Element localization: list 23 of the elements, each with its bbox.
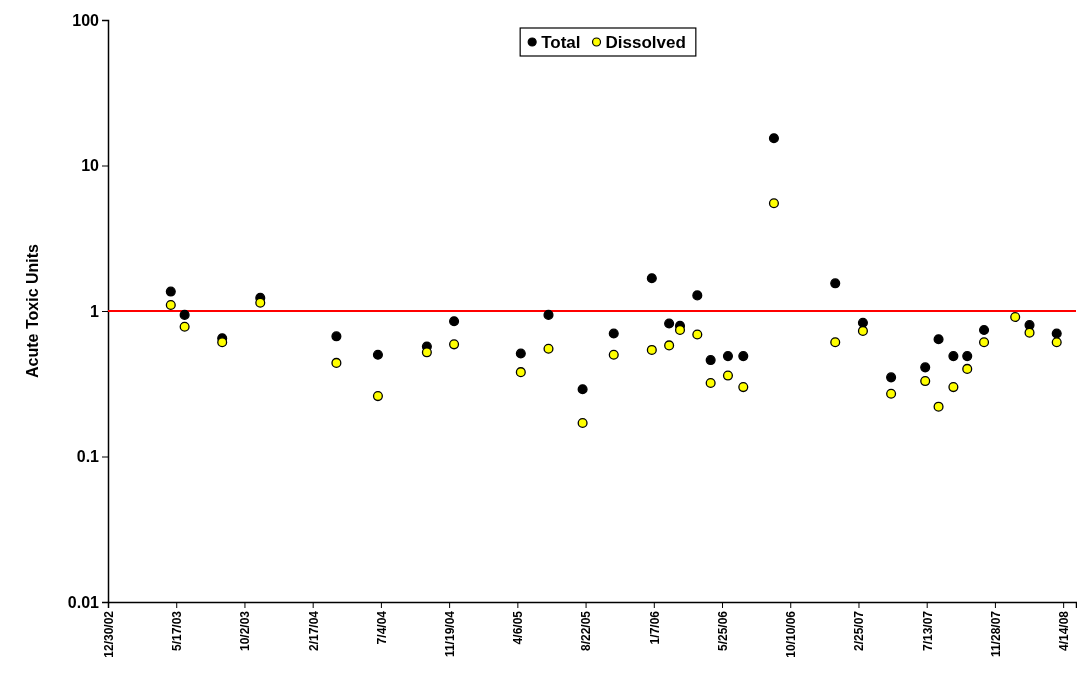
x-tick-label: 11/19/04: [442, 610, 457, 658]
legend-label: Dissolved: [605, 33, 686, 52]
x-tick-label: 10/2/03: [238, 610, 253, 652]
x-tick-label: 5/25/06: [715, 610, 730, 652]
x-tick-label: 2/25/07: [852, 610, 867, 652]
x-tick-label: 4/6/05: [511, 610, 526, 645]
x-tick-label: 1/7/06: [647, 610, 662, 645]
x-tick-label: 11/28/07: [988, 610, 1003, 658]
x-tick-label: 12/30/02: [101, 610, 116, 658]
y-axis-title: Acute Toxic Units: [24, 243, 41, 378]
legend-label: Total: [541, 33, 581, 52]
x-tick-label: 5/17/03: [170, 610, 185, 652]
x-tick-label: 10/10/06: [784, 610, 799, 658]
y-tick-label: 0.01: [67, 593, 100, 611]
x-tick-label: 7/13/07: [920, 610, 935, 652]
x-tick-label: 7/4/04: [374, 610, 389, 645]
x-tick-label: 8/22/05: [579, 610, 594, 652]
y-tick-label: 10: [81, 157, 100, 175]
x-tick-label: 2/17/04: [306, 610, 321, 652]
x-tick-label: 4/14/08: [1056, 610, 1071, 652]
y-tick-label: 0.1: [76, 448, 100, 466]
y-tick-label: 1: [90, 302, 100, 320]
y-tick-label: 100: [72, 11, 100, 29]
